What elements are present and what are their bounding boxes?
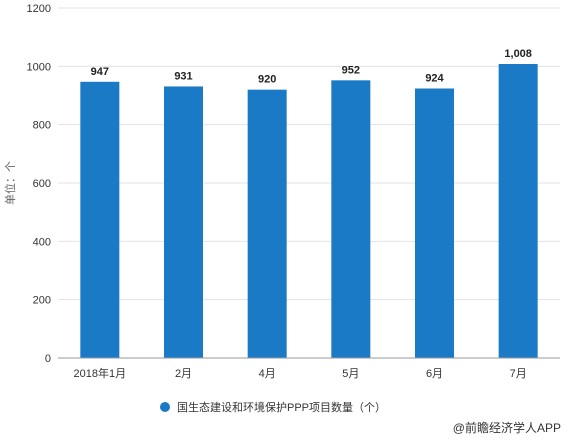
bar — [331, 80, 371, 358]
y-tick-label: 600 — [33, 178, 51, 190]
x-tick-label: 5月 — [342, 368, 359, 380]
bar — [164, 86, 203, 358]
legend: 国生态建设和环境保护PPP项目数量（个） — [160, 400, 386, 414]
data-label: 952 — [342, 64, 360, 76]
y-axis-ticks: 0 200 400 600 800 1000 1200 — [27, 3, 51, 365]
data-label: 924 — [425, 73, 444, 85]
data-labels: 947 931 920 952 924 1,008 — [91, 48, 532, 86]
bars — [80, 64, 538, 359]
data-label: 947 — [91, 66, 109, 78]
bar — [80, 81, 120, 359]
y-axis-label: 单位：个 — [3, 161, 17, 205]
x-tick-label: 2月 — [175, 368, 192, 380]
y-tick-label: 200 — [33, 295, 51, 307]
legend-marker — [160, 402, 170, 412]
y-tick-label: 400 — [33, 236, 51, 248]
x-tick-label: 7月 — [510, 368, 527, 380]
credit-text: @前瞻经济学人APP — [453, 420, 561, 435]
bar — [415, 88, 454, 358]
x-tick-label: 4月 — [259, 368, 276, 380]
y-tick-label: 0 — [45, 353, 51, 365]
bar — [247, 89, 287, 359]
x-tick-label: 6月 — [426, 368, 443, 380]
data-label: 1,008 — [504, 48, 532, 60]
x-axis-ticks: 2018年1月 2月 4月 5月 6月 7月 — [74, 366, 527, 380]
bar — [498, 64, 538, 358]
y-tick-label: 800 — [33, 120, 51, 132]
x-tick-label: 2018年1月 — [74, 366, 127, 380]
data-label: 920 — [258, 74, 276, 86]
y-tick-label: 1200 — [27, 3, 51, 15]
y-tick-label: 1000 — [27, 61, 51, 73]
gridlines — [58, 7, 560, 301]
data-label: 931 — [174, 70, 192, 82]
legend-label: 国生态建设和环境保护PPP项目数量（个） — [177, 400, 386, 414]
